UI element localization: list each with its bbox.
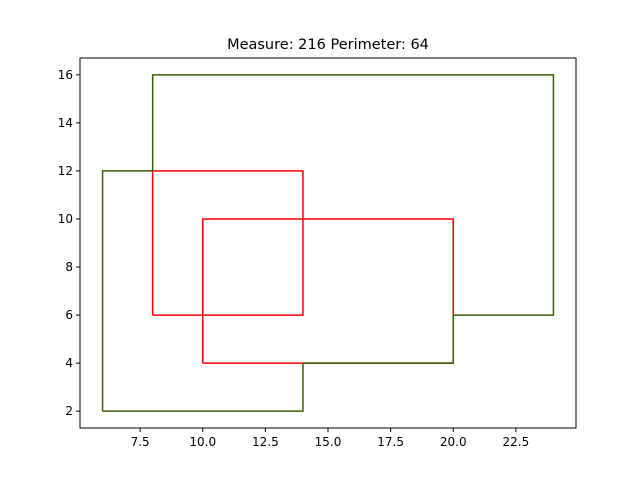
x-tick-label: 15.0 xyxy=(315,435,342,449)
y-tick-label: 12 xyxy=(58,164,73,178)
x-tick-label: 22.5 xyxy=(503,435,530,449)
x-tick-label: 10.0 xyxy=(189,435,216,449)
y-tick-label: 8 xyxy=(65,260,73,274)
plot-lines xyxy=(101,74,555,412)
plot-frame xyxy=(79,57,577,429)
series-line-1 xyxy=(151,170,304,316)
y-tick-label: 10 xyxy=(58,212,73,226)
y-tick-label: 2 xyxy=(65,404,73,418)
y-tick-label: 4 xyxy=(65,356,73,370)
x-tick-label: 7.5 xyxy=(131,435,150,449)
y-tick-label: 6 xyxy=(65,308,73,322)
x-axis: 7.5 10.0 12.5 15.0 17.5 20.0 22.5 xyxy=(131,428,530,449)
y-tick-label: 14 xyxy=(58,116,73,130)
y-axis: 2 4 6 8 10 12 14 16 xyxy=(58,68,80,418)
chart-title: Measure: 216 Perimeter: 64 xyxy=(227,37,429,53)
x-tick-label: 17.5 xyxy=(377,435,404,449)
series-line-2 xyxy=(202,218,454,364)
x-tick-label: 20.0 xyxy=(440,435,467,449)
series-line-3 xyxy=(101,74,555,412)
x-tick-label: 12.5 xyxy=(252,435,279,449)
y-tick-label: 16 xyxy=(58,68,73,82)
